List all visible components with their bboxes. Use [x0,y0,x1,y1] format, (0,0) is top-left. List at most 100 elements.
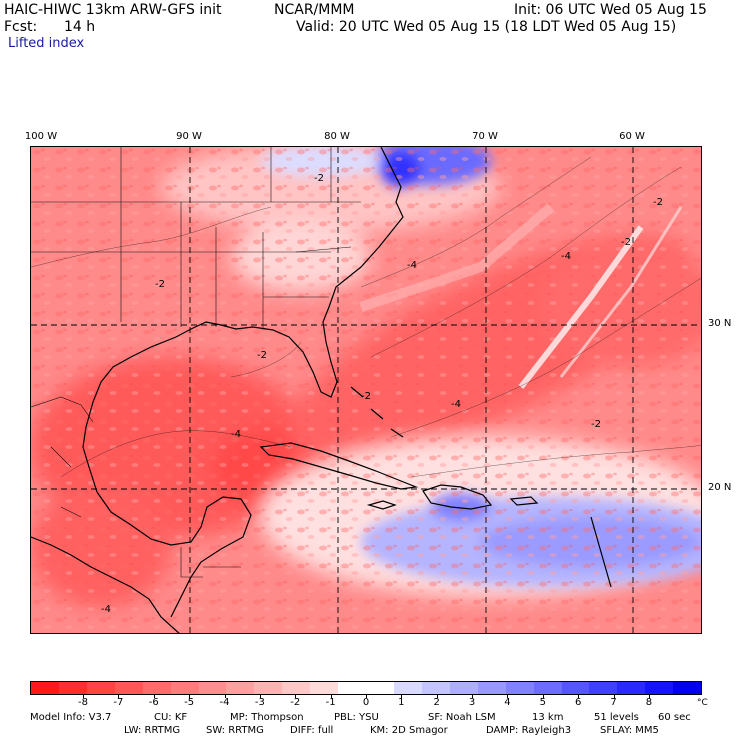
forecast-label: Fcst: [4,19,38,35]
color-scale-tick [507,695,509,698]
coastline-hispaniola [422,484,493,510]
color-scale-tick [472,695,474,698]
color-scale-tick [542,695,544,698]
field-streak-white-1 [518,225,644,389]
contour-line-5 [31,206,272,268]
color-scale-swatch [142,682,171,694]
coastline-puerto-rico [509,496,539,506]
info-mp: MP: Thompson [230,712,304,723]
longitude-label-60w: 60 W [619,131,645,142]
color-scale-tick [436,695,438,698]
info-pbl: PBL: YSU [334,712,379,723]
color-scale-swatch [393,682,422,694]
color-scale-tick-label: -8 [78,697,89,708]
field-streak-pale-3 [359,203,555,312]
color-scale-tick-label: -1 [325,697,336,708]
color-scale-tick-label: 4 [504,697,511,708]
border-state-11 [295,246,352,253]
color-scale-tick-label: 7 [610,697,617,708]
color-scale-tick [295,695,297,698]
color-scale-tick [648,695,650,698]
init-time: Init: 06 UTC Wed 05 Aug 15 [514,2,707,18]
color-scale-swatch [673,682,702,694]
color-scale-tick [578,695,580,698]
color-scale-swatch [198,682,227,694]
color-scale-swatch [366,682,394,694]
info-model: Model Info: V3.7 [30,712,112,723]
contour-label: -2 [361,391,371,402]
color-scale-bar [30,681,702,695]
coastline-bahamas [350,386,404,438]
latitude-label-20n: 20 N [708,482,732,493]
coastline-central-america [31,536,180,633]
color-scale-tick-label: 0 [362,697,370,708]
longitude-label-70w: 70 W [472,131,498,142]
contour-line-6 [60,430,292,478]
info-sflay: SFLAY: MM5 [600,725,659,736]
valid-time: Valid: 20 UTC Wed 05 Aug 15 (18 LDT Wed … [296,19,677,35]
info-levels: 51 levels [594,712,639,723]
latitude-label-30n: 30 N [708,318,732,329]
contour-label: -4 [231,429,241,440]
field-texture [31,147,701,633]
color-scale-tick-label: -6 [148,697,159,708]
longitude-label-100w: 100 W [24,131,58,142]
field-name: Lifted index [8,36,85,51]
color-scale-tick [83,695,85,698]
color-scale-tick [224,695,226,698]
color-scale-swatch [477,682,506,694]
border-guatemala [180,547,203,578]
color-scale-swatch [505,682,534,694]
color-scale-tick-label: 3 [468,697,476,708]
contour-label: -2 [257,350,267,361]
info-resolution: 13 km [532,712,564,723]
model-title: HAIC-HIWC 13km ARW-GFS init [4,2,222,18]
color-scale-swatch [170,682,199,694]
color-scale-swatch [421,682,450,694]
coastline-jamaica [366,500,397,510]
color-scale-tick [401,695,403,698]
coastline-cuba [259,442,419,490]
info-timestep: 60 sec [658,712,691,723]
info-cu: CU: KF [154,712,188,723]
color-scale-swatch [282,682,311,694]
color-scale-tick-label: 1 [398,697,405,708]
color-scale-swatch [31,682,59,694]
coastline-lesser-antilles [590,516,612,588]
color-scale-swatch [338,682,367,694]
contour-label: -4 [451,399,461,410]
coastline-mexico [96,491,252,618]
color-scale-tick-label: 6 [575,697,582,708]
color-scale-swatch [645,682,674,694]
color-scale-tick-label: 5 [539,697,547,708]
field-streak-white-2 [559,206,683,378]
color-scale-tick-label: 8 [645,697,653,708]
contour-label: -4 [101,604,111,615]
color-scale-swatch [254,682,283,694]
contour-line-2 [370,166,682,358]
map-canvas: -2 -2 -4 -2 -4 -4 -2 -2 -4 -2 -4 -2 [31,147,701,633]
color-scale-tick-label: -5 [184,697,195,708]
longitude-label-80w: 80 W [324,131,350,142]
color-scale-tick-label: -2 [290,697,301,708]
contour-label: -2 [653,197,663,208]
contour-line-4 [410,445,701,478]
color-scale-tick [189,695,191,698]
contour-label: -2 [314,173,324,184]
info-damp: DAMP: Rayleigh3 [486,725,572,736]
color-scale-swatch [310,682,339,694]
border-mexico-states [50,446,82,518]
info-sf: SF: Noah LSM [428,712,496,723]
color-scale-tick-label: -4 [219,697,230,708]
info-lw: LW: RRTMG [124,725,181,736]
color-scale-swatch [86,682,115,694]
color-scale-tick-label: -3 [254,697,265,708]
color-scale-tick-label: 2 [433,697,440,708]
contour-label: -2 [591,419,601,430]
contour-label: -2 [155,279,165,290]
color-scale-swatch [617,682,646,694]
color-scale-swatch [533,682,562,694]
color-scale-tick [153,695,155,698]
coastline-us [82,147,404,493]
forecast-hour: 14 h [64,19,96,35]
